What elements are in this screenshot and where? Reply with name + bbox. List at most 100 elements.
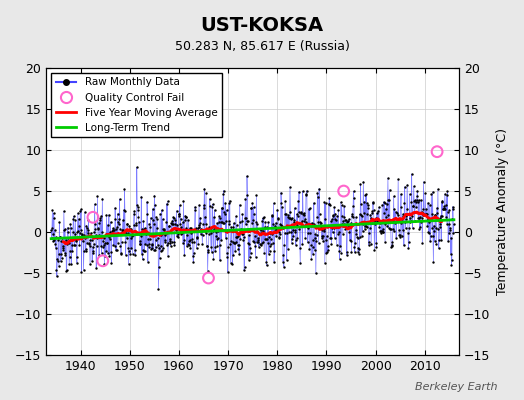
Point — [230, 220, 238, 226]
Point — [322, 250, 330, 256]
Point — [209, 201, 217, 208]
Point — [221, 211, 229, 218]
Point — [152, 225, 161, 232]
Point — [221, 200, 230, 206]
Point — [126, 234, 135, 241]
Point — [79, 234, 88, 240]
Point — [346, 238, 355, 244]
Point — [119, 206, 128, 213]
Point — [253, 220, 261, 227]
Point — [85, 240, 93, 246]
Point — [103, 240, 112, 246]
Point — [327, 241, 335, 248]
Point — [248, 217, 257, 223]
Point — [411, 208, 419, 215]
Point — [181, 212, 189, 219]
Point — [92, 265, 101, 271]
Point — [89, 244, 97, 250]
Point — [156, 248, 165, 254]
Point — [270, 258, 278, 265]
Point — [300, 210, 308, 216]
Point — [80, 247, 88, 254]
Point — [334, 229, 343, 236]
Point — [320, 228, 328, 234]
Y-axis label: Temperature Anomaly (°C): Temperature Anomaly (°C) — [496, 128, 509, 295]
Point — [131, 252, 139, 258]
Point — [389, 226, 397, 232]
Point — [248, 200, 257, 206]
Point — [447, 256, 456, 263]
Point — [362, 222, 370, 229]
Point — [284, 212, 292, 218]
Point — [350, 194, 358, 201]
Point — [163, 198, 172, 204]
Point — [98, 228, 106, 235]
Point — [84, 216, 93, 223]
Point — [132, 220, 140, 226]
Point — [406, 191, 414, 197]
Point — [265, 234, 274, 240]
Point — [359, 210, 368, 216]
Point — [342, 217, 351, 224]
Point — [371, 217, 379, 224]
Point — [80, 232, 89, 238]
Point — [72, 238, 80, 244]
Point — [67, 225, 75, 231]
Point — [64, 240, 73, 246]
Point — [172, 208, 181, 214]
Point — [220, 220, 228, 226]
Point — [232, 239, 241, 246]
Point — [289, 226, 297, 233]
Point — [369, 200, 377, 206]
Point — [93, 193, 102, 200]
Point — [110, 227, 118, 234]
Point — [319, 238, 328, 244]
Point — [368, 208, 377, 214]
Point — [403, 182, 411, 188]
Point — [205, 196, 214, 202]
Point — [338, 212, 346, 219]
Point — [167, 221, 176, 227]
Point — [348, 214, 357, 220]
Point — [343, 218, 352, 225]
Point — [357, 232, 366, 239]
Point — [304, 206, 313, 212]
Point — [74, 216, 83, 222]
Point — [299, 218, 308, 224]
Point — [353, 221, 361, 228]
Point — [51, 240, 59, 247]
Point — [126, 250, 135, 257]
Point — [230, 240, 238, 247]
Point — [59, 245, 67, 251]
Point — [153, 216, 161, 222]
Point — [411, 197, 420, 204]
Point — [421, 190, 429, 196]
Point — [426, 238, 434, 244]
Point — [120, 229, 128, 235]
Point — [266, 230, 275, 236]
Point — [385, 187, 394, 193]
Point — [335, 248, 343, 254]
Point — [424, 219, 433, 225]
Point — [269, 240, 277, 246]
Point — [366, 215, 375, 221]
Point — [144, 258, 152, 265]
Point — [73, 260, 81, 266]
Point — [436, 220, 444, 227]
Point — [390, 228, 398, 234]
Point — [53, 258, 62, 264]
Point — [326, 235, 335, 241]
Point — [83, 225, 91, 231]
Point — [297, 210, 305, 216]
Point — [304, 230, 312, 236]
Point — [226, 241, 234, 247]
Point — [449, 229, 457, 236]
Point — [85, 242, 94, 249]
Point — [118, 217, 127, 223]
Point — [351, 249, 359, 256]
Point — [314, 219, 322, 225]
Point — [286, 215, 294, 222]
Point — [107, 232, 116, 238]
Point — [321, 216, 330, 222]
Point — [377, 219, 386, 225]
